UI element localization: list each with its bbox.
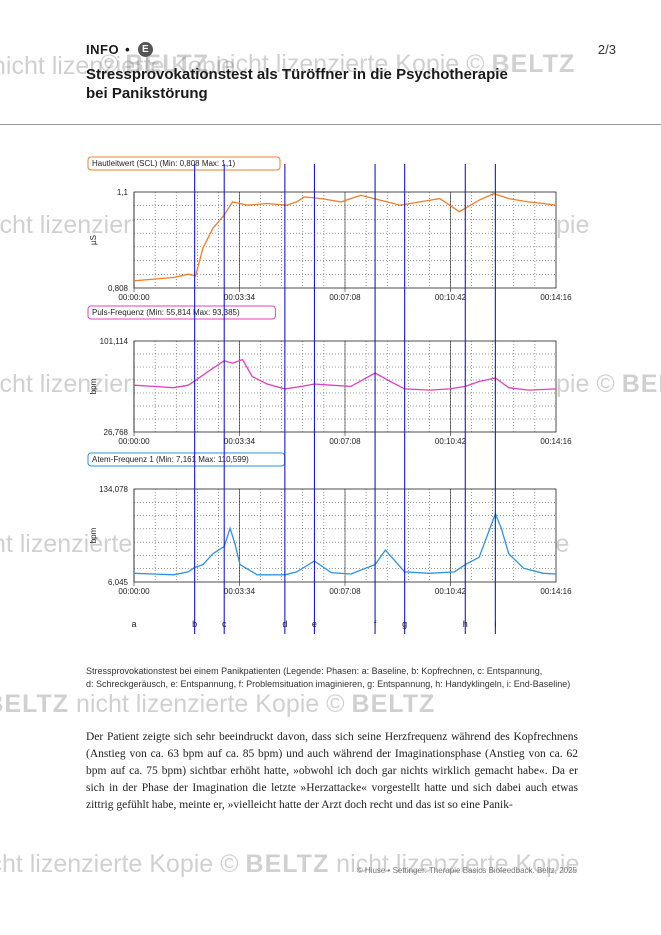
page-number: 2/3 — [597, 42, 616, 57]
figure-caption: Stressprovokationstest bei einem Panikpa… — [86, 666, 571, 689]
resp-label: Atem-Frequenz 1 (Min: 7,161 Max: 110,599… — [92, 455, 249, 464]
watermark: © BELTZ nicht lizenzierte Kopie © BELTZ — [0, 690, 436, 718]
page-title: Stressprovokationstest als Türöffner in … — [86, 66, 508, 102]
scl-time-tick: 00:03:34 — [224, 293, 256, 302]
pulse-y-top: 101,114 — [100, 337, 129, 346]
pulse-time-tick: 00:07:08 — [329, 437, 361, 446]
scl-time-tick: 00:14:16 — [540, 293, 572, 302]
scl-time-tick: 00:10:42 — [435, 293, 467, 302]
resp-time-tick: 00:03:34 — [224, 587, 256, 596]
pulse-unit: bpm — [89, 378, 98, 394]
pulse-time-tick: 00:10:42 — [435, 437, 467, 446]
pulse-y-bottom: 26,768 — [104, 428, 129, 437]
scl-time-tick: 00:00:00 — [118, 293, 150, 302]
resp-time-tick: 00:00:00 — [118, 587, 150, 596]
scl-panel: Hautleitwert (SCL) (Min: 0,808 Max: 1,1)… — [87, 156, 572, 302]
phase-letter-e: e — [312, 619, 317, 629]
section-label: INFO • E — [86, 42, 616, 57]
scl-series-line — [133, 192, 557, 282]
phase-letter-g: g — [402, 619, 407, 629]
scl-label-box — [87, 156, 281, 171]
resp-series-line — [133, 512, 557, 576]
phase-letter-h: h — [463, 619, 468, 629]
resp-unit: bpm — [89, 527, 98, 543]
phase-letter-d: d — [282, 619, 287, 629]
phase-letter-c: c — [222, 619, 227, 629]
resp-y-bottom: 6,045 — [108, 578, 129, 587]
phase-letter-b: b — [192, 619, 197, 629]
body-paragraph: Der Patient zeigte sich sehr beeindruckt… — [86, 731, 578, 811]
resp-panel: Atem-Frequenz 1 (Min: 7,161 Max: 110,599… — [87, 452, 572, 596]
scl-y-top: 1,1 — [117, 188, 129, 197]
resp-time-tick: 00:14:16 — [540, 587, 572, 596]
resp-y-top: 134,078 — [99, 485, 128, 494]
scl-unit: µS — [89, 235, 98, 245]
pulse-time-tick: 00:14:16 — [540, 437, 572, 446]
pulse-label-box — [87, 305, 276, 320]
scl-label: Hautleitwert (SCL) (Min: 0,808 Max: 1,1) — [92, 159, 235, 168]
resp-time-tick: 00:07:08 — [329, 587, 361, 596]
page-header: INFO • E 2/3 Stressprovokationstest als … — [86, 42, 616, 103]
biofeedback-chart-figure: Hautleitwert (SCL) (Min: 0,808 Max: 1,1)… — [87, 156, 572, 634]
phase-letter-a: a — [131, 619, 136, 629]
resp-time-tick: 00:10:42 — [435, 587, 467, 596]
phase-letter-i: i — [494, 619, 496, 629]
scl-y-bottom: 0,808 — [108, 284, 129, 293]
pulse-label: Puls-Frequenz (Min: 55,814 Max: 93,385) — [92, 308, 240, 317]
pulse-time-tick: 00:03:34 — [224, 437, 256, 446]
pulse-panel: Puls-Frequenz (Min: 55,814 Max: 93,385) 1… — [87, 305, 572, 446]
copyright-note: © Hiuse • Settinger: Therapie Basics Bio… — [356, 866, 577, 875]
header-divider — [0, 124, 661, 125]
section-badge: E — [138, 42, 154, 57]
phase-letter-f: f — [374, 619, 377, 629]
scl-time-tick: 00:07:08 — [329, 293, 361, 302]
pulse-time-tick: 00:00:00 — [118, 437, 150, 446]
